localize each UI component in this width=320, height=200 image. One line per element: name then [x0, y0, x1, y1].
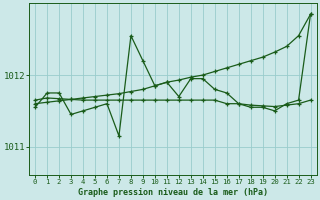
X-axis label: Graphe pression niveau de la mer (hPa): Graphe pression niveau de la mer (hPa) [78, 188, 268, 197]
